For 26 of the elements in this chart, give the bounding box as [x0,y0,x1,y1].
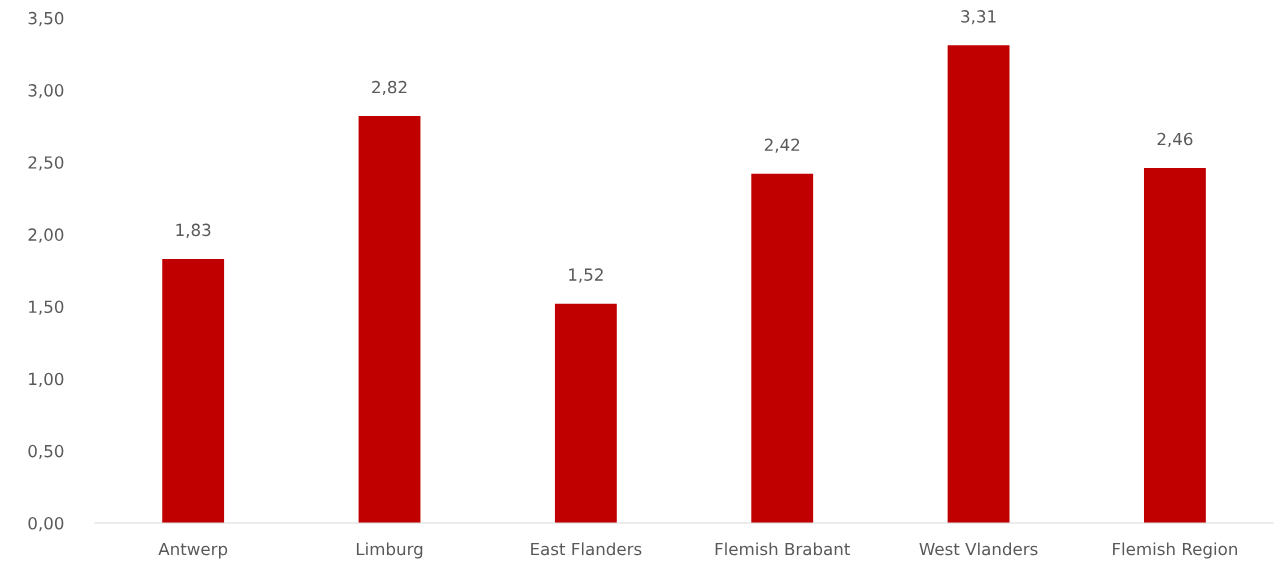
data-label: 1,52 [569,268,603,283]
data-label: 2,46 [1157,132,1193,148]
bar [751,173,814,523]
y-tick-label: 1,50 [29,300,64,315]
bar [947,45,1010,523]
x-tick-label: Antwerp [158,542,228,559]
x-tick-label: Flemish Brabant [715,542,850,556]
y-tick-label: 0,00 [28,516,64,532]
x-tick-label: East Flanders [531,542,642,556]
bar [554,303,617,523]
y-tick-label: 2,50 [28,156,64,171]
x-tick-label: Limburg [356,542,423,559]
y-tick-label: 1,00 [29,372,64,387]
data-label: 2,42 [764,138,800,153]
data-label: 3,31 [961,10,996,25]
y-tick-label: 0,50 [28,444,64,460]
y-tick-label: 3,00 [28,84,64,99]
bar [358,116,421,523]
y-tick-label: 2,00 [28,228,64,243]
data-label: 1,83 [176,223,211,238]
bar [162,258,225,523]
bar [1143,167,1206,523]
x-tick-label: Flemish Region [1113,542,1237,559]
x-tick-label: West Vlanders [919,542,1038,556]
y-tick-label: 3,50 [28,11,64,27]
data-label: 2,82 [372,80,407,96]
